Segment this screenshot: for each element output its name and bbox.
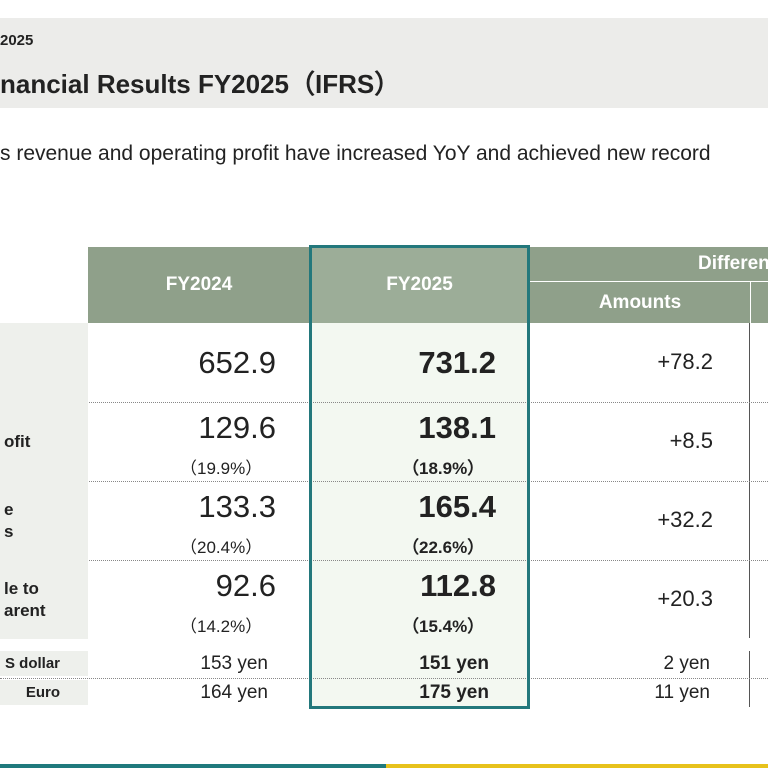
row-label: le to arent bbox=[0, 560, 88, 639]
header-fy2024: FY2024 bbox=[88, 247, 310, 323]
divider bbox=[749, 323, 750, 638]
fy2025-ratio: （18.9%） bbox=[402, 459, 485, 478]
row-label: e s bbox=[0, 481, 88, 560]
header-cell bbox=[751, 282, 768, 323]
fy2024-value: 652.9 bbox=[198, 345, 276, 380]
fy2025-ratio: （22.6%） bbox=[402, 538, 485, 557]
footer-yellow bbox=[386, 764, 768, 768]
fy2025-rate: 151 yen bbox=[419, 653, 489, 674]
fy2024-ratio: （14.2%） bbox=[180, 617, 263, 636]
row-label bbox=[0, 323, 88, 402]
difference: +8.5 bbox=[669, 428, 713, 453]
fy2025-value: 112.8 bbox=[420, 568, 496, 603]
row-separator bbox=[0, 560, 768, 561]
header-fy2025: FY2025 bbox=[310, 247, 529, 323]
fy2024-rate: 164 yen bbox=[200, 682, 268, 703]
title: nancial Results FY2025（IFRS） bbox=[0, 69, 401, 99]
difference: +32.2 bbox=[657, 507, 713, 532]
fy2024-ratio: （20.4%） bbox=[180, 538, 263, 557]
fy2024-value: 92.6 bbox=[215, 568, 276, 603]
fy2025-rate: 175 yen bbox=[419, 682, 489, 703]
fy2024-ratio: （19.9%） bbox=[180, 459, 263, 478]
fy2024-rate: 153 yen bbox=[200, 653, 268, 674]
fy2025-value: 165.4 bbox=[418, 489, 496, 524]
fy2025-value: 138.1 bbox=[418, 410, 496, 445]
divider bbox=[749, 651, 750, 707]
fy2025-frame bbox=[309, 245, 530, 709]
row-separator bbox=[0, 402, 768, 403]
row-separator bbox=[0, 678, 768, 679]
fy2025-column bbox=[310, 247, 529, 707]
difference: +20.3 bbox=[657, 586, 713, 611]
header-amounts: Amounts bbox=[530, 282, 750, 323]
rate-label: S dollar bbox=[0, 651, 88, 676]
fy2025-ratio: （15.4%） bbox=[402, 617, 485, 636]
difference: +78.2 bbox=[657, 349, 713, 374]
header-differences: Differen bbox=[530, 247, 768, 281]
difference-rate: 11 yen bbox=[654, 682, 710, 703]
row-separator bbox=[0, 481, 768, 482]
subtitle: s revenue and operating profit have incr… bbox=[0, 142, 711, 165]
fy2024-value: 129.6 bbox=[198, 410, 276, 445]
header-band bbox=[0, 18, 768, 108]
fy2024-value: 133.3 bbox=[198, 489, 276, 524]
fy2025-value: 731.2 bbox=[418, 345, 496, 380]
row-label: ofit bbox=[0, 402, 88, 481]
footer-teal bbox=[0, 764, 386, 768]
difference-rate: 2 yen bbox=[663, 653, 710, 674]
date: 2025 bbox=[0, 32, 34, 49]
rate-label: Euro bbox=[0, 680, 88, 705]
